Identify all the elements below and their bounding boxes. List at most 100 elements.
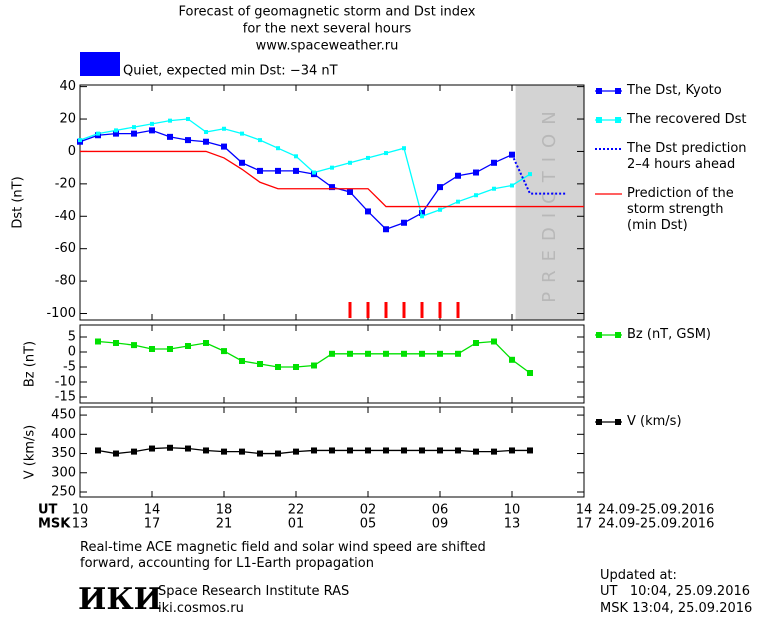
point xyxy=(347,447,353,454)
point xyxy=(509,356,515,363)
title: Forecast of geomagnetic storm and Dst in… xyxy=(178,5,475,20)
x-tick-label: 14 xyxy=(576,503,593,518)
y-axis-label: Bz (nT) xyxy=(23,341,38,387)
point xyxy=(311,447,317,454)
point xyxy=(257,361,263,367)
point xyxy=(420,214,424,219)
y-tick-label: 0 xyxy=(68,345,76,360)
y-tick-label: -5 xyxy=(63,360,76,375)
point xyxy=(329,184,335,191)
y-axis-label: Dst (nT) xyxy=(11,176,26,228)
status-swatch xyxy=(80,52,120,76)
point xyxy=(347,188,353,195)
y-axis-label: V (km/s) xyxy=(23,425,38,480)
x-tick-label: 14 xyxy=(144,503,161,518)
point xyxy=(131,130,137,137)
point xyxy=(113,130,119,137)
point xyxy=(455,350,461,357)
legend-marker xyxy=(596,117,602,123)
x-tick-label: 09 xyxy=(432,517,449,532)
point xyxy=(221,348,227,355)
point xyxy=(365,208,371,215)
point xyxy=(438,207,442,212)
point xyxy=(491,159,497,166)
point xyxy=(383,350,389,357)
point xyxy=(383,226,389,233)
point xyxy=(240,131,244,136)
point xyxy=(365,447,371,454)
point xyxy=(455,172,461,179)
status-text: Quiet, expected min Dst: −34 nT xyxy=(123,64,338,79)
x-row-label: MSK xyxy=(38,517,71,532)
point xyxy=(348,160,352,165)
y-tick-label: 350 xyxy=(51,446,76,461)
point xyxy=(167,444,173,451)
point xyxy=(401,350,407,357)
updated-msk: MSK 13:04, 25.09.2016 xyxy=(600,601,753,616)
frame xyxy=(79,324,585,404)
point xyxy=(167,346,173,352)
point xyxy=(167,133,173,140)
legend-marker xyxy=(615,419,621,425)
y-tick-label: 5 xyxy=(68,330,76,345)
y-tick-label: -10 xyxy=(55,375,76,390)
point xyxy=(239,358,245,364)
legend-marker xyxy=(596,88,602,94)
point xyxy=(491,448,497,455)
point xyxy=(384,151,388,156)
y-tick-label: -15 xyxy=(55,390,76,405)
x-tick-label: 06 xyxy=(432,503,449,518)
point xyxy=(401,447,407,454)
point xyxy=(132,125,136,130)
point xyxy=(221,143,227,150)
frame xyxy=(79,406,585,498)
legend-label: V (km/s) xyxy=(627,414,682,429)
legend-marker xyxy=(615,88,621,94)
point xyxy=(401,219,407,226)
point xyxy=(149,127,155,134)
point xyxy=(473,340,479,346)
point xyxy=(473,169,479,176)
x-tick-label: 18 xyxy=(216,503,233,518)
point xyxy=(330,165,334,170)
logo: ИКИ xyxy=(78,582,162,617)
point xyxy=(383,447,389,454)
x-date: 24.09-25.09.2016 xyxy=(598,503,714,518)
point xyxy=(456,199,460,204)
point xyxy=(294,154,298,159)
y-tick-label: 0 xyxy=(68,144,76,159)
point xyxy=(419,447,425,454)
legend-marker xyxy=(615,332,621,338)
point xyxy=(419,350,425,357)
x-tick-label: 17 xyxy=(576,517,593,532)
point xyxy=(96,131,100,136)
y-tick-label: 300 xyxy=(51,465,76,480)
point xyxy=(95,447,101,454)
point xyxy=(312,170,316,175)
point xyxy=(527,370,533,376)
point xyxy=(150,121,154,126)
y-tick-label: -80 xyxy=(55,274,76,289)
point xyxy=(185,137,191,144)
point xyxy=(239,448,245,455)
point xyxy=(311,362,317,369)
legend-label: Bz (nT, GSM) xyxy=(627,327,712,342)
point xyxy=(402,146,406,151)
series-line xyxy=(79,118,531,218)
point xyxy=(258,138,262,143)
point xyxy=(366,155,370,160)
point xyxy=(78,138,82,143)
x-tick-label: 13 xyxy=(72,517,89,532)
point xyxy=(293,364,299,370)
point xyxy=(275,364,281,370)
y-tick-label: 20 xyxy=(59,112,76,127)
point xyxy=(257,167,263,174)
point xyxy=(203,340,209,346)
series-line xyxy=(80,150,584,208)
x-tick-label: 17 xyxy=(144,517,161,532)
series-line xyxy=(79,129,513,230)
point xyxy=(437,350,443,357)
y-tick-label: -20 xyxy=(55,176,76,191)
